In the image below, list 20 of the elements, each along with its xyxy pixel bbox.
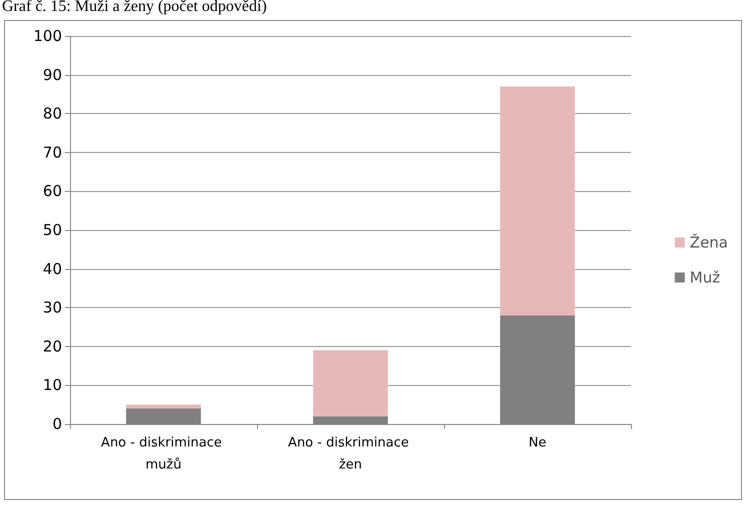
bar [500,86,575,316]
y-tick-label: 100 [33,27,62,45]
x-tick-label: Ne [528,436,546,450]
bar [313,350,388,416]
y-tick-label: 70 [42,143,62,162]
legend-label: Žena [690,234,728,252]
y-tick-label: 0 [52,415,62,433]
y-tick-label: 30 [42,298,62,317]
y-tick-label: 60 [42,182,62,200]
y-tick-label: 40 [42,260,62,278]
legend-label: Muž [690,268,720,286]
x-tick-label: Ano - diskriminace mužů [101,436,226,472]
y-tick-label: 90 [42,66,62,84]
bar [126,404,201,408]
chart-title: Graf č. 15: Muži a ženy (počet odpovědí) [2,0,267,16]
y-tick-label: 20 [42,337,62,356]
y-tick-label: 80 [42,104,62,123]
y-tick-label: 50 [42,221,62,239]
x-tick-label: Ano - diskriminace žen [288,436,413,472]
y-tick-label: 10 [42,376,62,394]
